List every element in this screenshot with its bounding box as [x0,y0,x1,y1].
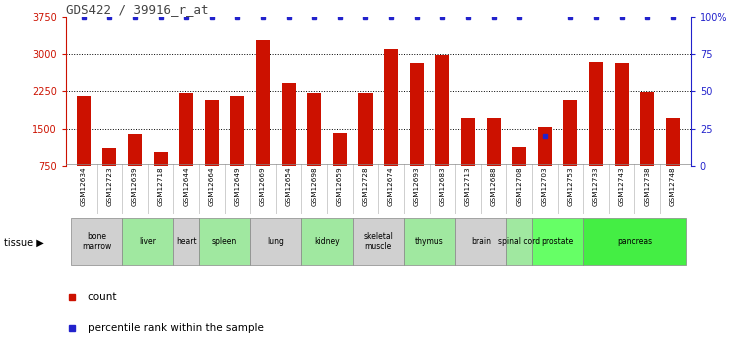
Text: GSM12644: GSM12644 [183,166,189,206]
Bar [507,218,532,265]
Text: GSM12738: GSM12738 [644,166,651,206]
Text: GSM12659: GSM12659 [337,166,343,206]
Text: count: count [88,292,117,302]
Bar [589,62,603,166]
Text: GSM12728: GSM12728 [363,166,368,206]
Bar [435,55,450,166]
Text: GSM12683: GSM12683 [439,166,445,206]
Bar [384,49,398,166]
Bar [205,100,219,166]
Text: GSM12748: GSM12748 [670,166,676,206]
Text: liver: liver [140,237,156,246]
Bar [487,118,501,166]
Bar [538,127,552,166]
Bar [179,93,193,166]
Bar [455,218,507,265]
Bar [173,218,199,265]
Bar [404,218,455,265]
Bar [532,218,583,265]
Bar [409,63,424,166]
Text: brain: brain [471,237,491,246]
Text: kidney: kidney [314,237,340,246]
Bar [71,218,122,265]
Bar [77,96,91,166]
Bar [301,218,352,265]
Text: prostate: prostate [542,237,574,246]
Text: GSM12669: GSM12669 [260,166,266,206]
Bar [461,118,475,166]
Text: GSM12698: GSM12698 [311,166,317,206]
Bar [122,218,173,265]
Bar [615,63,629,166]
Bar [102,148,116,166]
Bar [640,92,654,166]
Text: GSM12733: GSM12733 [593,166,599,206]
Text: GSM12708: GSM12708 [516,166,522,206]
Text: GSM12703: GSM12703 [542,166,548,206]
Bar [352,218,404,265]
Bar [199,218,250,265]
Text: GSM12664: GSM12664 [209,166,215,206]
Text: GSM12649: GSM12649 [235,166,240,206]
Text: GSM12634: GSM12634 [80,166,87,206]
Text: GSM12713: GSM12713 [465,166,471,206]
Text: GSM12674: GSM12674 [388,166,394,206]
Text: thymus: thymus [415,237,444,246]
Text: GSM12723: GSM12723 [106,166,113,206]
Text: heart: heart [176,237,197,246]
Text: spleen: spleen [212,237,238,246]
Text: GSM12639: GSM12639 [132,166,138,206]
Bar [307,93,322,166]
Bar [256,40,270,166]
Bar [128,135,142,166]
Text: GSM12718: GSM12718 [158,166,164,206]
Bar [281,82,295,166]
Text: GSM12654: GSM12654 [286,166,292,206]
Text: GSM12693: GSM12693 [414,166,420,206]
Text: bone
marrow: bone marrow [82,232,111,251]
Bar [564,100,577,166]
Bar [583,218,686,265]
Text: GSM12743: GSM12743 [618,166,624,206]
Bar [154,152,167,166]
Text: tissue ▶: tissue ▶ [4,238,43,248]
Text: skeletal
muscle: skeletal muscle [363,232,393,251]
Bar [666,118,680,166]
Bar [358,93,373,166]
Text: percentile rank within the sample: percentile rank within the sample [88,323,264,333]
Text: spinal cord: spinal cord [498,237,540,246]
Text: pancreas: pancreas [617,237,652,246]
Text: GDS422 / 39916_r_at: GDS422 / 39916_r_at [66,3,208,17]
Bar [230,96,244,166]
Bar [512,147,526,166]
Text: GSM12753: GSM12753 [567,166,573,206]
Text: GSM12688: GSM12688 [491,166,496,206]
Bar [333,134,347,166]
Text: lung: lung [268,237,284,246]
Bar [250,218,301,265]
